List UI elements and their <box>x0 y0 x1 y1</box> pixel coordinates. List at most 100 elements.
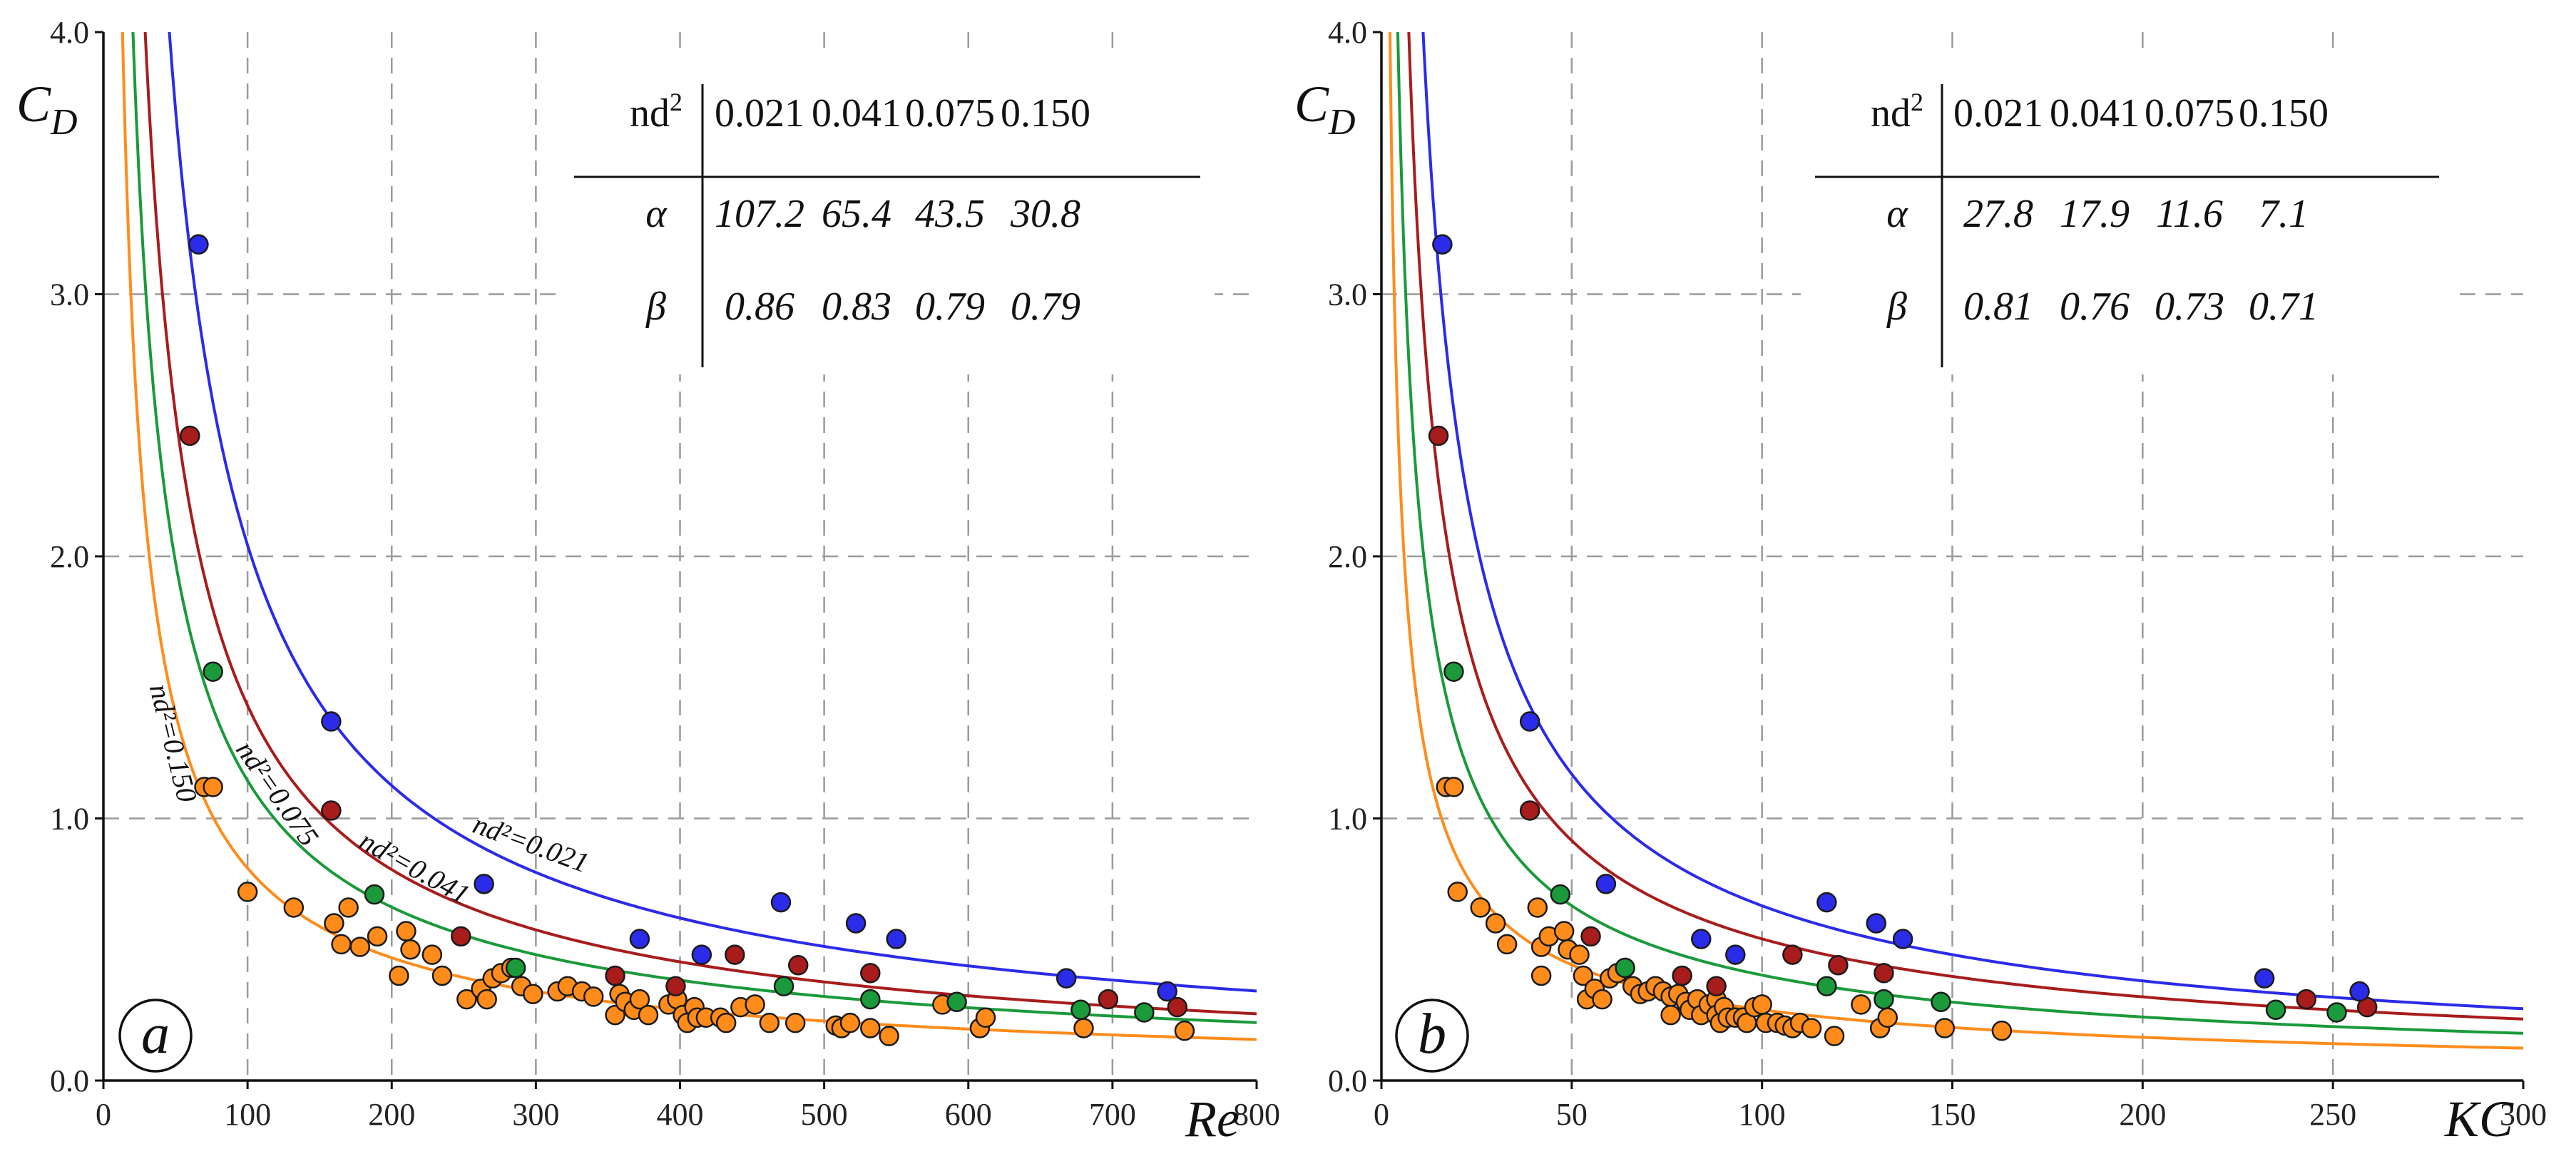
data-point <box>975 1007 996 1028</box>
x-tick-label: 400 <box>657 1097 704 1132</box>
data-point <box>331 934 352 955</box>
data-point <box>283 897 305 918</box>
y-tick-label: 0.0 <box>1328 1063 1367 1098</box>
y-tick-label: 2.0 <box>1328 539 1367 574</box>
table-alpha-value: 30.8 <box>1010 192 1080 236</box>
data-point <box>1828 955 1849 976</box>
data-point <box>725 944 745 965</box>
table-alpha-value: 17.9 <box>2060 192 2130 236</box>
y-tick-label: 1.0 <box>50 802 89 837</box>
data-point <box>1527 897 1548 918</box>
data-point <box>629 929 650 949</box>
x-tick-label: 150 <box>1929 1097 1976 1132</box>
data-point <box>451 926 471 947</box>
data-point <box>1824 1026 1845 1046</box>
data-point <box>1816 976 1837 996</box>
y-tick-label: 0.0 <box>50 1063 89 1098</box>
data-point <box>879 1026 899 1046</box>
fit-curve <box>1388 32 2523 1050</box>
data-point <box>396 921 416 941</box>
data-point <box>839 1012 861 1033</box>
data-point <box>364 884 385 905</box>
data-point <box>2296 989 2317 1010</box>
panel-letter: a <box>141 1003 170 1066</box>
data-point <box>1706 976 1727 996</box>
panel-letter-circle <box>1395 999 1469 1073</box>
data-point <box>321 800 342 821</box>
table-alpha-value: 43.5 <box>915 192 985 236</box>
curve-label: nd²=0.150 <box>143 680 204 805</box>
data-point <box>321 711 342 732</box>
data-point <box>523 984 543 1004</box>
data-point <box>691 944 712 965</box>
data-point <box>400 939 421 960</box>
data-point <box>367 926 388 947</box>
data-point <box>629 989 650 1010</box>
data-point <box>845 913 867 934</box>
data-point <box>1892 929 1913 949</box>
data-point <box>1056 968 1077 989</box>
data-point <box>505 957 526 979</box>
data-point <box>203 777 223 797</box>
table-beta-label: β <box>1886 285 1907 329</box>
data-point <box>1934 1018 1956 1038</box>
x-tick-label: 800 <box>1233 1097 1280 1132</box>
table-alpha-value: 27.8 <box>1963 192 2033 236</box>
table-alpha-value: 107.2 <box>715 192 804 236</box>
superscript: 2 <box>670 88 683 116</box>
x-tick-label: 250 <box>2309 1097 2356 1132</box>
data-point <box>1167 996 1188 1018</box>
data-point <box>476 989 497 1010</box>
table-header-value: 0.041 <box>2050 91 2140 136</box>
data-point <box>1725 944 1746 965</box>
y-axis-label-subscript: D <box>1328 102 1356 143</box>
data-point <box>1595 874 1617 894</box>
table-alpha-value: 65.4 <box>822 192 891 236</box>
data-point <box>1157 981 1177 1002</box>
data-point <box>389 965 409 986</box>
data-point <box>1443 777 1464 797</box>
data-point <box>1569 944 1590 965</box>
data-point <box>1070 999 1091 1021</box>
x-tick-label: 100 <box>224 1097 271 1132</box>
y-axis-label: CD <box>16 76 78 143</box>
data-point <box>759 1012 780 1033</box>
y-tick-label: 3.0 <box>1328 277 1367 312</box>
data-point <box>431 965 453 986</box>
data-point <box>1432 234 1453 255</box>
data-point <box>237 882 258 902</box>
data-point <box>784 1012 806 1033</box>
fit-curve <box>131 32 1257 1024</box>
x-axis-label: KC <box>2444 1091 2514 1148</box>
data-point <box>1874 963 1894 984</box>
data-point <box>1174 1020 1195 1041</box>
data-point <box>2349 981 2370 1002</box>
data-point <box>886 929 906 949</box>
data-point <box>1134 1002 1155 1023</box>
table-header-value: 0.021 <box>715 91 804 136</box>
data-point <box>1752 994 1772 1015</box>
data-point <box>1519 711 1540 732</box>
curve-label: nd²=0.075 <box>230 735 325 852</box>
fit-curve <box>143 32 1257 1016</box>
data-point <box>1991 1020 2013 1041</box>
data-point <box>1447 882 1468 902</box>
x-axis-label: Re <box>1185 1091 1240 1148</box>
y-tick-label: 4.0 <box>50 15 89 50</box>
table-beta-value: 0.76 <box>2060 285 2130 329</box>
table-background <box>560 57 1215 374</box>
data-point <box>1874 989 1894 1010</box>
data-point <box>1816 892 1837 913</box>
table-beta-value: 0.86 <box>725 285 794 329</box>
data-point <box>770 892 792 913</box>
data-point <box>605 965 625 986</box>
y-tick-label: 3.0 <box>50 277 89 312</box>
table-header-value: 0.075 <box>2145 91 2234 136</box>
data-point <box>1073 1018 1094 1038</box>
data-point <box>188 234 209 255</box>
data-point <box>583 986 604 1007</box>
fit-curve <box>168 32 1257 993</box>
y-axis-label-subscript: D <box>50 102 78 143</box>
x-tick-label: 50 <box>1556 1097 1588 1132</box>
table-header-value: 0.041 <box>812 91 901 136</box>
